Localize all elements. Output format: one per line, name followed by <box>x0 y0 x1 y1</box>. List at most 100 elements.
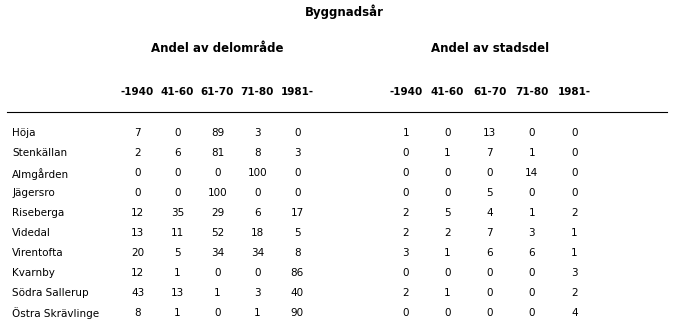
Text: 2: 2 <box>444 228 451 238</box>
Text: 0: 0 <box>444 188 451 198</box>
Text: 0: 0 <box>486 268 493 278</box>
Text: Östra Skrävlinge: Östra Skrävlinge <box>12 308 100 319</box>
Text: 13: 13 <box>483 128 497 138</box>
Text: Jägersro: Jägersro <box>12 188 55 198</box>
Text: 34: 34 <box>250 248 264 258</box>
Text: 61-70: 61-70 <box>201 87 234 97</box>
Text: 2: 2 <box>571 288 578 298</box>
Text: 0: 0 <box>174 188 181 198</box>
Text: 0: 0 <box>174 168 181 178</box>
Text: 1981-: 1981- <box>558 87 591 97</box>
Text: 0: 0 <box>528 188 535 198</box>
Text: 3: 3 <box>571 268 578 278</box>
Text: 14: 14 <box>525 168 539 178</box>
Text: 1: 1 <box>214 288 221 298</box>
Text: 0: 0 <box>444 308 451 317</box>
Text: 5: 5 <box>444 208 451 218</box>
Text: 1: 1 <box>444 248 451 258</box>
Text: 0: 0 <box>174 128 181 138</box>
Text: 0: 0 <box>528 268 535 278</box>
Text: 0: 0 <box>254 268 261 278</box>
Text: Byggnadsår: Byggnadsår <box>305 5 383 19</box>
Text: 86: 86 <box>290 268 304 278</box>
Text: 34: 34 <box>211 248 224 258</box>
Text: 89: 89 <box>211 128 224 138</box>
Text: 17: 17 <box>290 208 304 218</box>
Text: 0: 0 <box>402 308 409 317</box>
Text: 5: 5 <box>174 248 181 258</box>
Text: Almgården: Almgården <box>12 168 69 180</box>
Text: 2: 2 <box>571 208 578 218</box>
Text: 8: 8 <box>294 248 301 258</box>
Text: Stenkällan: Stenkällan <box>12 148 67 158</box>
Text: 2: 2 <box>402 228 409 238</box>
Text: 71-80: 71-80 <box>515 87 548 97</box>
Text: 1: 1 <box>571 248 578 258</box>
Text: 0: 0 <box>402 268 409 278</box>
Text: 0: 0 <box>528 308 535 317</box>
Text: Kvarnby: Kvarnby <box>12 268 55 278</box>
Text: Riseberga: Riseberga <box>12 208 65 218</box>
Text: 1: 1 <box>174 308 181 317</box>
Text: 71-80: 71-80 <box>241 87 274 97</box>
Text: 0: 0 <box>294 128 301 138</box>
Text: 1: 1 <box>444 148 451 158</box>
Text: 12: 12 <box>131 208 144 218</box>
Text: 0: 0 <box>134 188 141 198</box>
Text: 0: 0 <box>486 308 493 317</box>
Text: Andel av stadsdel: Andel av stadsdel <box>431 42 549 55</box>
Text: 0: 0 <box>294 168 301 178</box>
Text: 7: 7 <box>486 228 493 238</box>
Text: 7: 7 <box>134 128 141 138</box>
Text: 8: 8 <box>134 308 141 317</box>
Text: 0: 0 <box>402 188 409 198</box>
Text: Andel av delområde: Andel av delområde <box>151 42 283 55</box>
Text: 3: 3 <box>402 248 409 258</box>
Text: 12: 12 <box>131 268 144 278</box>
Text: 6: 6 <box>174 148 181 158</box>
Text: 43: 43 <box>131 288 144 298</box>
Text: 1: 1 <box>174 268 181 278</box>
Text: 3: 3 <box>254 128 261 138</box>
Text: 11: 11 <box>171 228 184 238</box>
Text: 0: 0 <box>214 268 221 278</box>
Text: 18: 18 <box>250 228 264 238</box>
Text: 0: 0 <box>134 168 141 178</box>
Text: Höja: Höja <box>12 128 36 138</box>
Text: 52: 52 <box>211 228 224 238</box>
Text: 81: 81 <box>211 148 224 158</box>
Text: 0: 0 <box>571 148 578 158</box>
Text: 0: 0 <box>214 168 221 178</box>
Text: 29: 29 <box>211 208 224 218</box>
Text: 0: 0 <box>528 128 535 138</box>
Text: 6: 6 <box>486 248 493 258</box>
Text: 0: 0 <box>402 168 409 178</box>
Text: 1981-: 1981- <box>281 87 314 97</box>
Text: 7: 7 <box>486 148 493 158</box>
Text: 4: 4 <box>486 208 493 218</box>
Text: -1940: -1940 <box>389 87 422 97</box>
Text: 2: 2 <box>402 288 409 298</box>
Text: 6: 6 <box>528 248 535 258</box>
Text: -1940: -1940 <box>121 87 154 97</box>
Text: 100: 100 <box>248 168 267 178</box>
Text: Videdal: Videdal <box>12 228 52 238</box>
Text: 1: 1 <box>528 148 535 158</box>
Text: 3: 3 <box>294 148 301 158</box>
Text: 13: 13 <box>171 288 184 298</box>
Text: Virentofta: Virentofta <box>12 248 64 258</box>
Text: 5: 5 <box>294 228 301 238</box>
Text: 0: 0 <box>528 288 535 298</box>
Text: 90: 90 <box>290 308 304 317</box>
Text: 0: 0 <box>294 188 301 198</box>
Text: 8: 8 <box>254 148 261 158</box>
Text: 3: 3 <box>528 228 535 238</box>
Text: 0: 0 <box>444 268 451 278</box>
Text: 6: 6 <box>254 208 261 218</box>
Text: 0: 0 <box>254 188 261 198</box>
Text: 0: 0 <box>571 188 578 198</box>
Text: 5: 5 <box>486 188 493 198</box>
Text: 13: 13 <box>131 228 144 238</box>
Text: 0: 0 <box>402 148 409 158</box>
Text: 1: 1 <box>444 288 451 298</box>
